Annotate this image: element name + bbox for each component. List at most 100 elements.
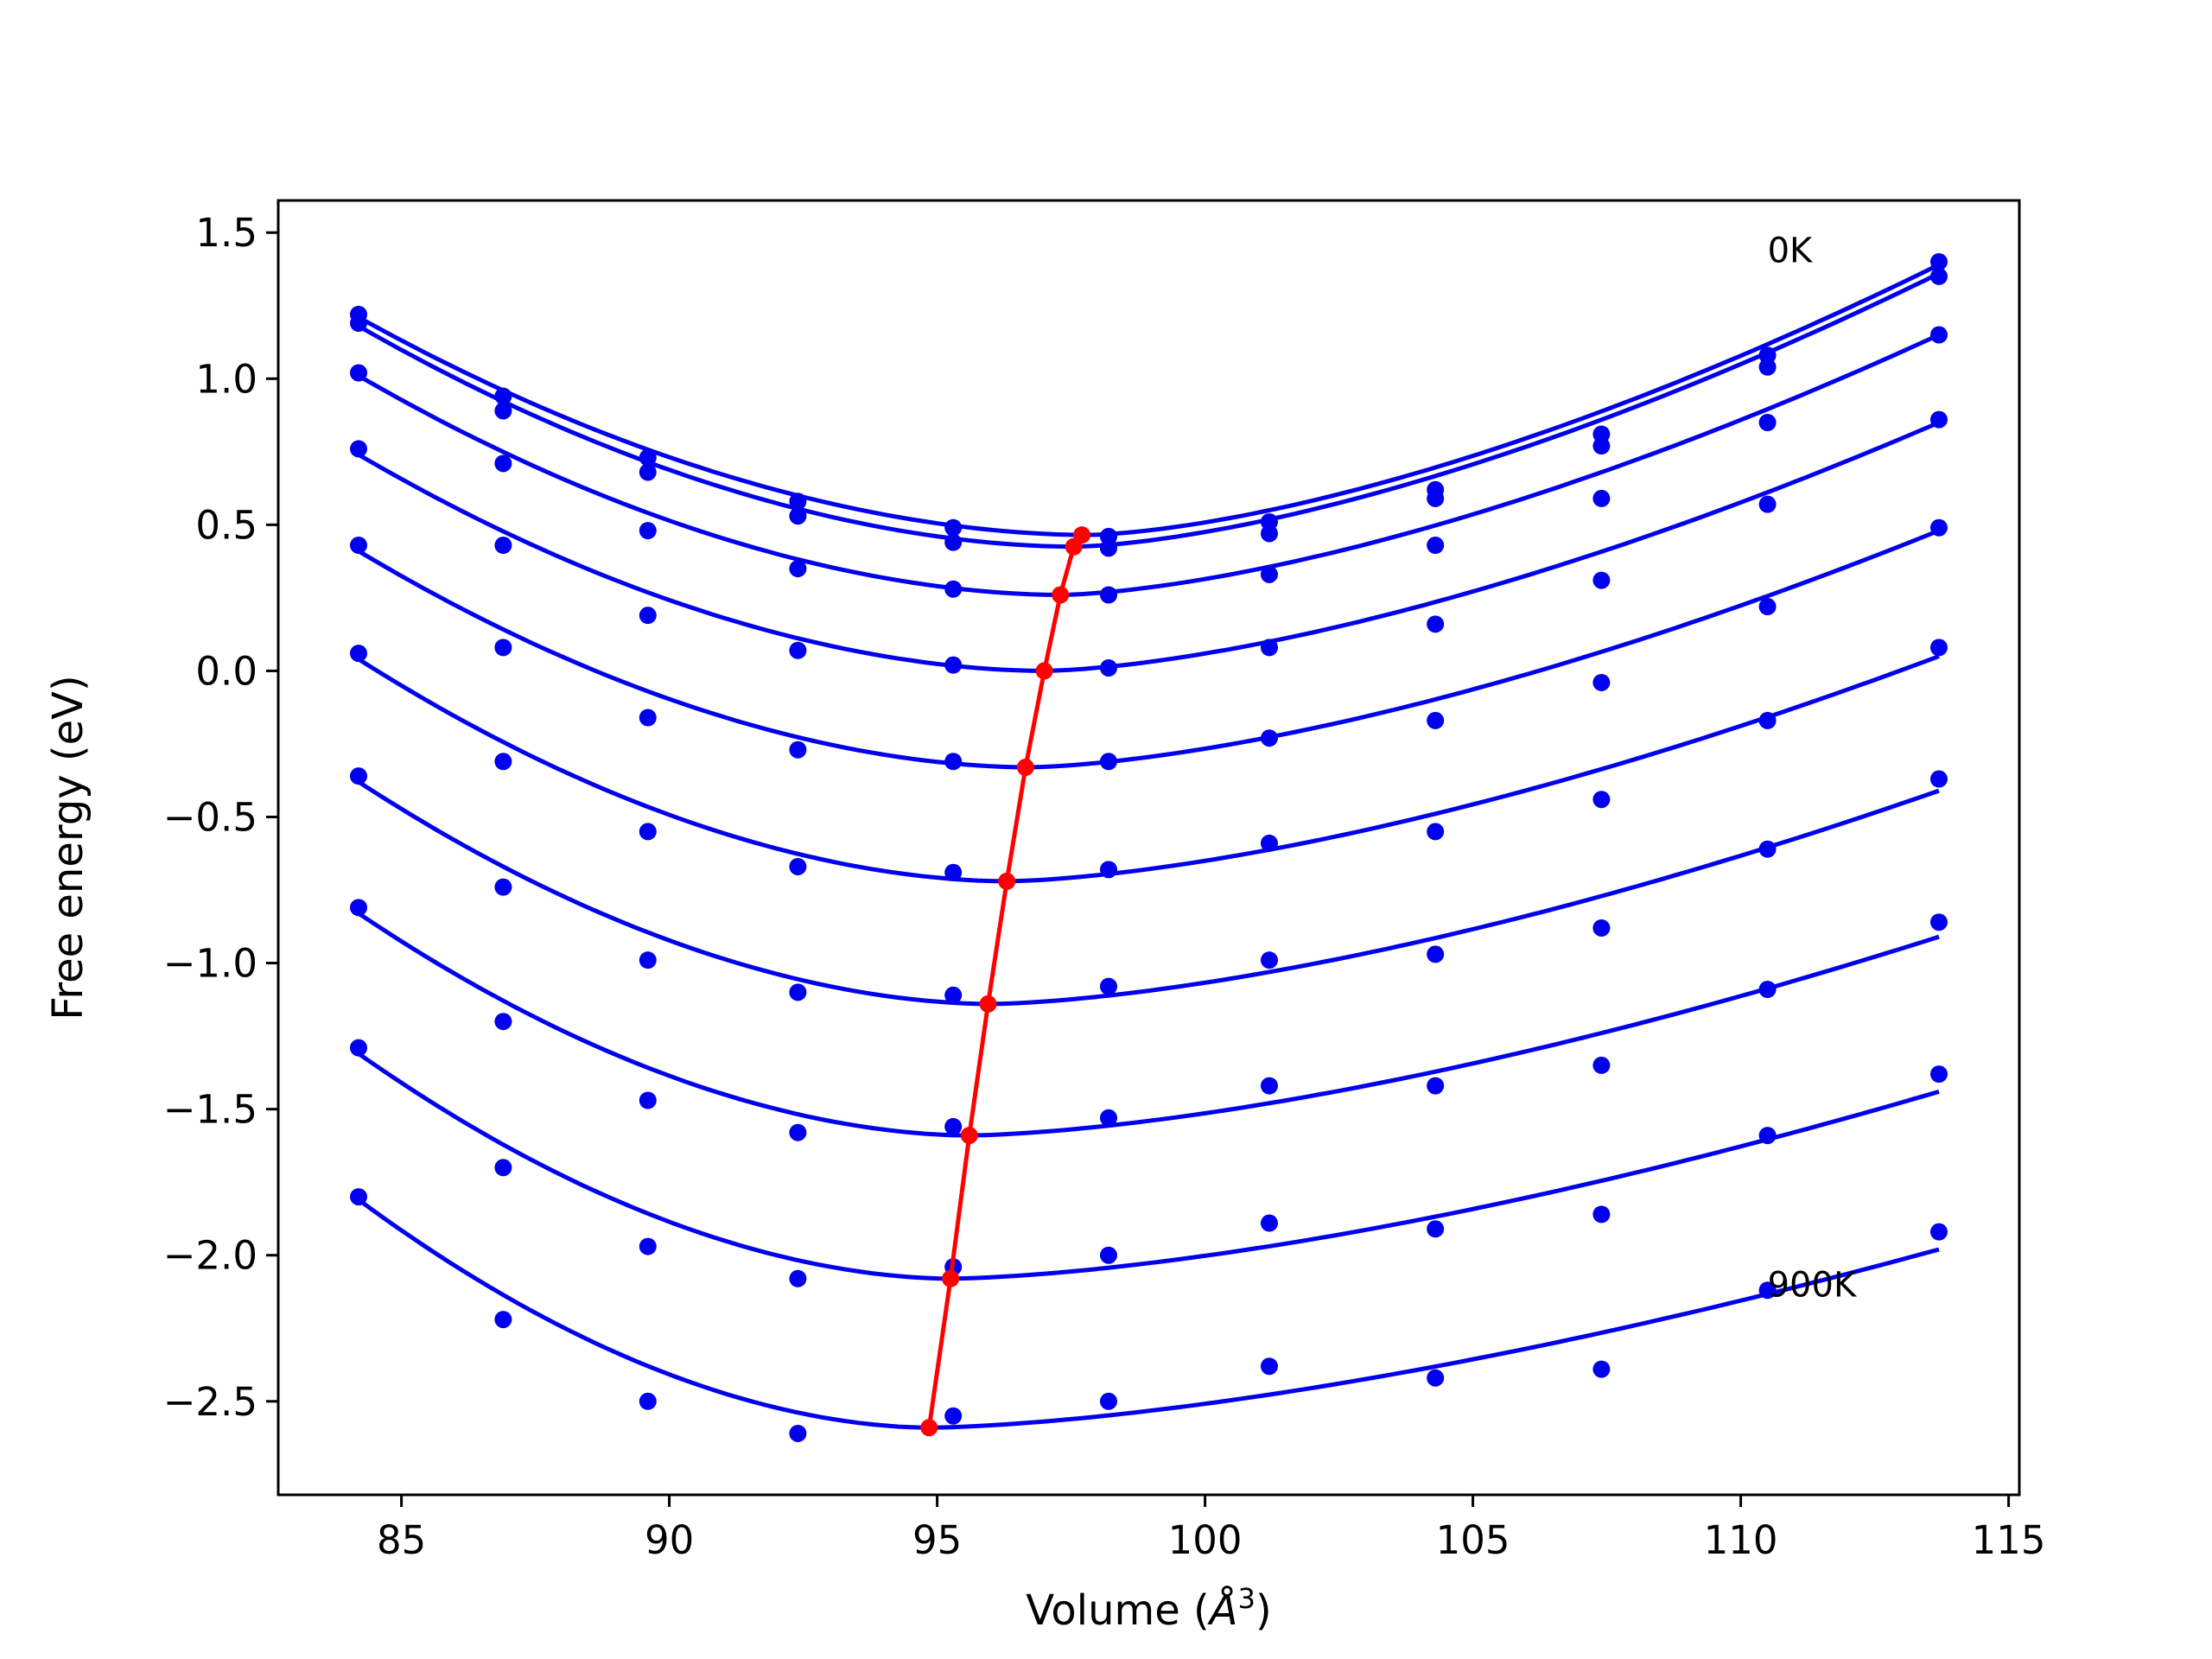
fit-curves: [357, 263, 1941, 1430]
data-point-8-9: [1758, 1127, 1777, 1145]
data-point-4-6: [1261, 729, 1278, 747]
data-point-1-2: [639, 463, 657, 481]
x-tick-label-3: 100: [1168, 1517, 1243, 1563]
data-point-2-0: [350, 364, 367, 382]
data-point-4-0: [350, 537, 367, 555]
minima-point-2: [1052, 586, 1070, 604]
minima-point-1: [1065, 537, 1083, 556]
data-points: [350, 253, 1948, 1442]
data-point-4-5: [1100, 753, 1117, 771]
data-point-0-4: [944, 518, 963, 537]
data-point-5-2: [639, 823, 657, 841]
data-point-6-4: [944, 986, 963, 1004]
plot-frame: [276, 199, 2021, 1497]
data-point-1-10: [1930, 267, 1948, 285]
data-point-6-1: [494, 878, 512, 896]
data-point-9-2: [639, 1392, 657, 1410]
fit-curve-6: [357, 779, 1940, 1007]
data-point-6-9: [1758, 840, 1777, 858]
data-point-3-4: [944, 656, 963, 674]
y-tick-label-5: −1.0: [163, 941, 257, 987]
minima-point-5: [998, 872, 1016, 890]
data-point-0-2: [639, 448, 657, 467]
data-point-9-7: [1427, 1369, 1445, 1387]
y-tick-label-6: −1.5: [163, 1087, 257, 1133]
data-point-4-7: [1427, 711, 1445, 729]
data-point-3-6: [1261, 639, 1278, 657]
data-point-8-8: [1592, 1205, 1611, 1224]
minima-point-6: [979, 995, 997, 1013]
annotation-900k: 900K: [1768, 1266, 1858, 1306]
data-point-2-5: [1100, 586, 1117, 604]
data-point-4-4: [944, 753, 963, 771]
data-point-2-10: [1930, 326, 1948, 344]
data-point-3-8: [1592, 571, 1611, 589]
data-point-1-1: [494, 402, 512, 420]
data-point-8-10: [1930, 1065, 1948, 1084]
data-point-1-3: [789, 507, 807, 525]
data-point-1-7: [1427, 489, 1445, 507]
data-point-0-3: [789, 493, 807, 511]
data-point-2-1: [494, 454, 512, 473]
data-point-9-5: [1100, 1392, 1117, 1410]
data-point-1-4: [944, 533, 963, 551]
minima-path: [920, 526, 1090, 1437]
y-tick-label-7: −2.0: [163, 1233, 257, 1279]
data-point-5-3: [789, 857, 807, 875]
data-point-3-0: [350, 440, 367, 458]
data-point-7-8: [1592, 1056, 1611, 1074]
data-point-6-3: [789, 983, 807, 1001]
y-tick-label-4: −0.5: [163, 794, 257, 840]
data-point-5-4: [944, 863, 963, 881]
fit-curve-8: [357, 1052, 1940, 1281]
data-point-7-5: [1100, 1109, 1117, 1127]
data-point-1-5: [1100, 539, 1117, 557]
x-axis-ticks: 85 90 95 100 105 110 115: [377, 1495, 2046, 1563]
x-tick-label-2: 95: [912, 1517, 962, 1563]
minima-point-4: [1016, 759, 1034, 777]
y-tick-label-3: 0.0: [195, 648, 257, 694]
fit-curve-2: [357, 333, 1941, 598]
data-point-4-1: [494, 639, 512, 657]
data-point-7-10: [1930, 913, 1948, 931]
data-point-7-0: [350, 899, 367, 917]
data-point-5-6: [1261, 834, 1278, 852]
data-point-3-9: [1758, 495, 1777, 513]
data-point-7-6: [1261, 1077, 1278, 1095]
minima-line: [926, 533, 1084, 1428]
data-point-1-9: [1758, 358, 1777, 376]
data-point-5-9: [1758, 711, 1777, 729]
data-point-8-0: [350, 1039, 367, 1057]
data-point-4-9: [1758, 598, 1777, 616]
minima-point-7: [960, 1127, 978, 1145]
y-axis-label: Free energy (eV): [44, 675, 92, 1020]
data-point-2-3: [789, 560, 807, 578]
data-point-2-8: [1592, 489, 1611, 507]
x-tick-label-6: 115: [1972, 1517, 2046, 1563]
fit-curve-0: [357, 263, 1941, 537]
data-point-1-6: [1261, 524, 1278, 543]
data-point-7-9: [1758, 981, 1777, 999]
data-point-5-0: [350, 645, 367, 663]
data-point-4-8: [1592, 673, 1611, 691]
data-point-4-2: [639, 709, 657, 727]
data-point-5-8: [1592, 791, 1611, 809]
data-point-7-7: [1427, 1077, 1445, 1095]
data-point-9-10: [1930, 1223, 1948, 1241]
data-point-3-10: [1930, 410, 1948, 429]
data-point-8-1: [494, 1159, 512, 1177]
data-point-9-4: [944, 1407, 963, 1425]
minima-point-9: [920, 1419, 938, 1437]
data-point-9-0: [350, 1188, 367, 1206]
data-point-5-7: [1427, 823, 1445, 841]
data-point-8-7: [1427, 1220, 1445, 1238]
data-point-5-5: [1100, 861, 1117, 879]
data-point-6-7: [1427, 945, 1445, 963]
data-point-9-6: [1261, 1357, 1278, 1376]
minima-point-3: [1035, 662, 1053, 680]
data-point-8-6: [1261, 1214, 1278, 1232]
x-tick-label-1: 90: [645, 1517, 694, 1563]
data-point-0-1: [494, 387, 512, 405]
annotation-0k: 0K: [1768, 231, 1814, 270]
